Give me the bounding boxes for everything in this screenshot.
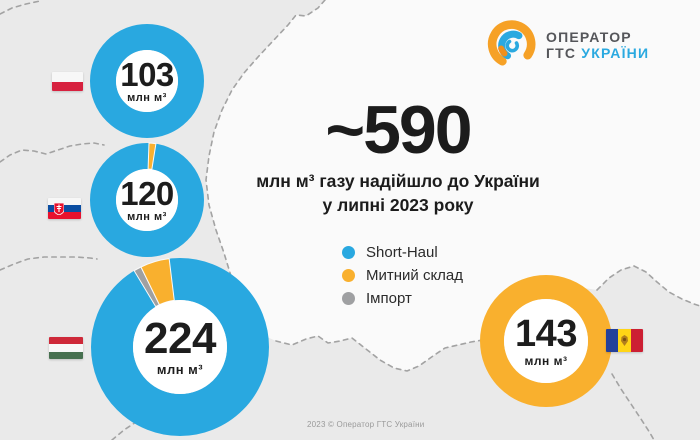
donut-value-slovakia: 120 млн м³ (116, 169, 178, 231)
flag-stripe (49, 337, 83, 345)
logo-line2: ГТС України (546, 45, 649, 61)
flag-stripe (606, 329, 619, 352)
legend-dot-gray-icon (342, 292, 355, 305)
flag-stripe (48, 212, 81, 219)
flag-stripe (48, 198, 81, 206)
unit-text: млн м³ (156, 362, 204, 377)
headline-subtitle-line2: у липні 2023 року (322, 194, 474, 215)
flag-poland-icon (52, 72, 83, 91)
value-text: 224 (144, 314, 216, 363)
gtsou-logo-swirl-icon (487, 20, 536, 66)
value-text: 120 (120, 175, 174, 212)
legend-item-import: Імпорт (342, 287, 463, 310)
border-slovakia-hungary (0, 256, 98, 271)
border-west (205, 0, 326, 319)
logo-line1: Оператор (546, 28, 632, 45)
logo-gts: ГТС (546, 45, 577, 61)
gtsou-logo: Оператор ГТС України (486, 19, 649, 71)
flag-moldova-icon (606, 329, 643, 352)
donut-value-poland: 103 млн м³ (116, 50, 178, 112)
legend-label: Імпорт (366, 290, 412, 307)
flag-stripe (52, 81, 83, 91)
value-text: 143 (515, 312, 577, 355)
copyright-text: 2023 © Оператор ГТС України (307, 420, 425, 429)
headline-block: ~590 млн м³ газу надійшло до України у л… (218, 96, 578, 217)
flag-stripe (48, 205, 81, 213)
headline-total-value: ~590 (325, 92, 472, 168)
border-moldova-south (611, 373, 655, 440)
donut-ring-poland (90, 24, 204, 138)
donut-value-moldova: 143 млн м³ (504, 299, 588, 383)
border-top-left (0, 0, 41, 15)
donut-chart-hungary (89, 256, 271, 438)
legend-item-short-haul: Short-Haul (342, 241, 463, 264)
unit-text: млн м³ (127, 211, 167, 223)
unit-text: млн м³ (127, 92, 167, 104)
ukraine-region-fill (206, 0, 700, 371)
donut-ring-slovakia (90, 142, 204, 257)
unit-text: млн м³ (524, 353, 568, 368)
flag-stripe (52, 72, 83, 82)
donut-ring-moldova (480, 275, 612, 407)
legend-dot-blue-icon (342, 246, 355, 259)
border-moldova-north (596, 265, 700, 307)
border-south (275, 335, 484, 372)
chart-legend: Short-Haul Митний склад Імпорт (342, 241, 463, 310)
donut-value-hungary: 224 млн м³ (133, 300, 227, 394)
border-poland-slovakia (0, 142, 105, 163)
legend-label: Short-Haul (366, 244, 438, 261)
headline-subtitle: млн м³ газу надійшло до України у липні … (218, 170, 578, 217)
slovakia-emblem-icon (54, 202, 64, 215)
flag-stripe (630, 329, 643, 352)
donut-chart-moldova (478, 273, 614, 409)
logo-ukraine: України (581, 45, 650, 61)
legend-label: Митний склад (366, 267, 464, 284)
flag-stripe (49, 344, 83, 352)
headline-subtitle-line1: млн м³ газу надійшло до України (256, 171, 540, 191)
gtsou-logo-text: Оператор ГТС України (546, 29, 649, 61)
moldova-emblem-icon (621, 335, 629, 346)
donut-chart-slovakia (88, 141, 206, 259)
flag-stripe (618, 329, 631, 352)
value-text: 103 (120, 56, 174, 93)
legend-dot-yellow-icon (342, 269, 355, 282)
flag-slovakia-icon (48, 198, 81, 219)
donut-chart-poland (88, 22, 206, 140)
legend-item-customs: Митний склад (342, 264, 463, 287)
flag-hungary-icon (49, 337, 83, 359)
flag-stripe (49, 351, 83, 359)
donut-ring-hungary (91, 258, 269, 436)
